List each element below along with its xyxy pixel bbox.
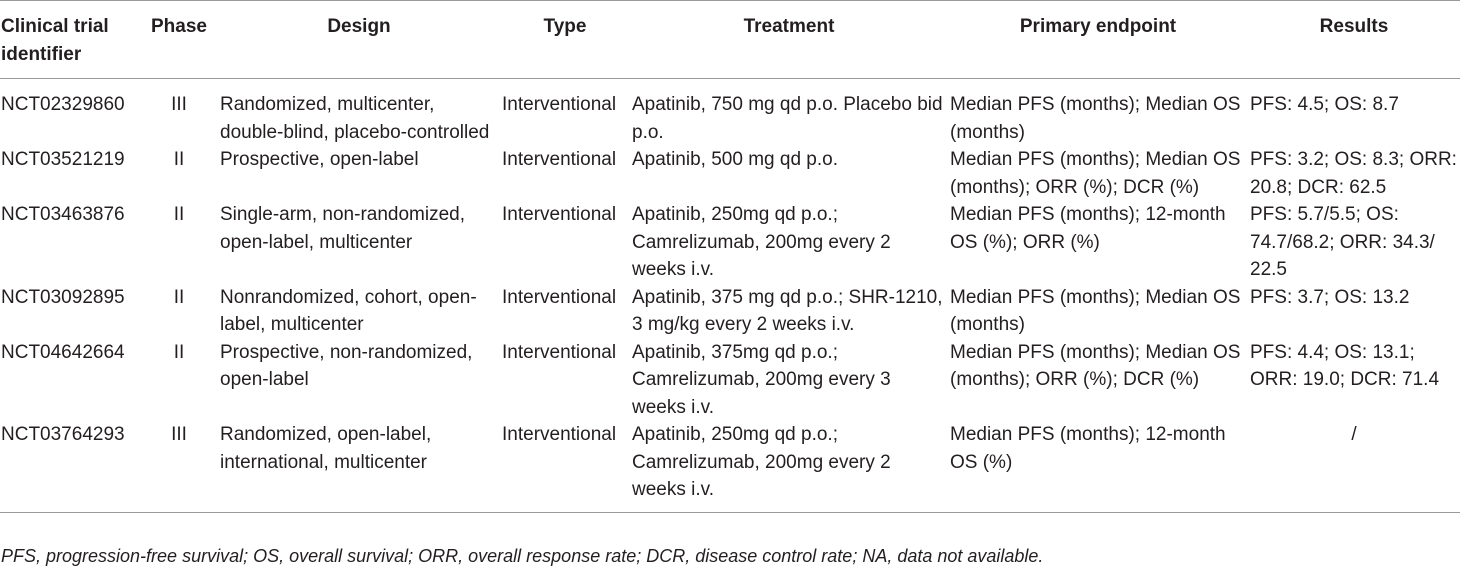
cell-treatment: Apatinib, 375mg qd p.o.; Camrelizumab, 2… [632, 341, 891, 418]
cell-design: Randomized, multicenter, double-blind, p… [220, 94, 490, 143]
cell-identifier: NCT03092895 [1, 286, 125, 308]
table-row: NCT03463876 II Single-arm, non-randomize… [0, 201, 1460, 284]
cell-results: PFS: 5.7/5.5; OS: 74.7/68.2; ORR: 34.3/ … [1250, 204, 1435, 280]
cell-design: Nonrandomized, cohort, open-label, multi… [220, 286, 477, 336]
cell-type: Interventional [502, 94, 617, 115]
cell-design: Randomized, open-label, international, m… [220, 424, 432, 473]
header-treatment: Treatment [743, 16, 835, 37]
cell-phase: II [173, 286, 185, 308]
cell-treatment: Apatinib, 750 mg qd p.o. Placebo bid p.o… [632, 94, 943, 143]
table-row: NCT03092895 II Nonrandomized, cohort, op… [0, 284, 1460, 339]
table-row: NCT03764293 III Randomized, open-label, … [0, 421, 1460, 512]
cell-treatment: Apatinib, 375 mg qd p.o.; SHR-1210, 3 mg… [632, 286, 943, 336]
cell-phase: II [173, 204, 185, 225]
header-primary-endpoint: Primary endpoint [1019, 16, 1177, 37]
cell-identifier: NCT04642664 [1, 341, 125, 363]
cell-treatment: Apatinib, 250mg qd p.o.; Camrelizumab, 2… [632, 204, 891, 280]
table-body: NCT02329860 III Randomized, multicenter,… [0, 79, 1460, 512]
cell-identifier: NCT03764293 [1, 424, 125, 445]
cell-phase: II [173, 149, 185, 170]
cell-phase: III [171, 94, 187, 115]
cell-phase: II [173, 341, 185, 363]
header-row: Clinical trial identifier Phase Design T… [0, 0, 1460, 79]
cell-identifier: NCT03521219 [1, 149, 125, 170]
table-row: NCT02329860 III Randomized, multicenter,… [0, 79, 1460, 147]
cell-endpoint: Median PFS (months); 12-month OS (%) [950, 424, 1226, 473]
table-footnote: PFS, progression-free survival; OS, over… [1, 546, 1044, 566]
cell-type: Interventional [502, 424, 617, 445]
table-row: NCT04642664 II Prospective, non-randomiz… [0, 339, 1460, 422]
cell-endpoint: Median PFS (months); Median OS (months);… [950, 149, 1241, 198]
cell-type: Interventional [502, 204, 617, 225]
cell-endpoint: Median PFS (months); Median OS (months) [950, 94, 1241, 143]
cell-treatment: Apatinib, 500 mg qd p.o. [632, 149, 838, 170]
cell-type: Interventional [502, 149, 617, 170]
cell-endpoint: Median PFS (months); 12-month OS (%); OR… [950, 204, 1226, 253]
cell-results: / [1351, 424, 1357, 445]
clinical-trials-table: Clinical trial identifier Phase Design T… [0, 0, 1460, 512]
header-results: Results [1319, 16, 1389, 37]
table-row: NCT03521219 II Prospective, open-label I… [0, 146, 1460, 201]
header-phase: Phase [151, 16, 207, 37]
cell-treatment: Apatinib, 250mg qd p.o.; Camrelizumab, 2… [632, 424, 891, 500]
cell-identifier: NCT03463876 [1, 204, 125, 225]
cell-design: Single-arm, non-randomized, open-label, … [220, 204, 466, 253]
cell-results: PFS: 4.4; OS: 13.1; ORR: 19.0; DCR: 71.4 [1250, 341, 1440, 391]
cell-results: PFS: 4.5; OS: 8.7 [1250, 94, 1399, 115]
cell-identifier: NCT02329860 [1, 94, 125, 115]
cell-phase: III [171, 424, 187, 445]
cell-type: Interventional [502, 286, 617, 308]
header-type: Type [543, 16, 587, 37]
header-design: Design [327, 16, 391, 37]
trials-table-container: Clinical trial identifier Phase Design T… [0, 0, 1460, 512]
cell-results: PFS: 3.7; OS: 13.2 [1250, 286, 1410, 308]
cell-design: Prospective, non-randomized, open-label [220, 341, 473, 391]
cell-type: Interventional [502, 341, 617, 363]
cell-endpoint: Median PFS (months); Median OS (months);… [950, 341, 1241, 391]
cell-design: Prospective, open-label [220, 149, 419, 170]
cell-results: PFS: 3.2; OS: 8.3; ORR: 20.8; DCR: 62.5 [1250, 149, 1457, 198]
cell-endpoint: Median PFS (months); Median OS (months) [950, 286, 1241, 336]
table-header: Clinical trial identifier Phase Design T… [0, 0, 1460, 79]
header-identifier: Clinical trial identifier [1, 16, 109, 65]
